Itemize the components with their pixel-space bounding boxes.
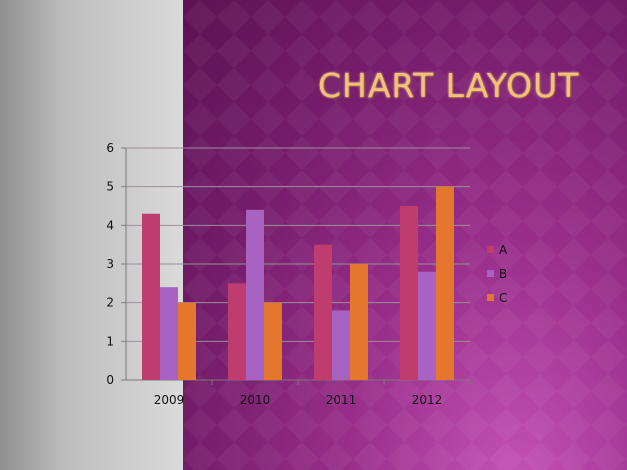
bar-C-2012 (436, 186, 454, 380)
bar-A-2012 (400, 206, 418, 380)
bar-B-2009 (160, 287, 178, 380)
bar-C-2011 (350, 264, 368, 380)
bar-B-2012 (418, 271, 436, 380)
y-tick-label: 5 (106, 180, 114, 194)
legend: ABC (487, 243, 508, 305)
slide-title: CHART LAYOUT (318, 66, 580, 105)
bars (142, 186, 454, 380)
bar-C-2010 (264, 302, 282, 380)
y-tick-label: 2 (106, 296, 114, 310)
y-tick-label: 3 (106, 257, 114, 271)
y-tick-label: 4 (106, 218, 114, 232)
x-tick-label: 2012 (412, 393, 443, 407)
legend-label-B: B (499, 267, 507, 281)
bar-A-2010 (228, 283, 246, 380)
legend-swatch-B (487, 270, 494, 277)
legend-label-A: A (499, 243, 508, 257)
x-tick-label: 2010 (240, 393, 271, 407)
bar-A-2011 (314, 244, 332, 380)
x-tick-label: 2009 (154, 393, 185, 407)
bar-B-2010 (246, 209, 264, 380)
tick-labels: 0 1 2 3 4 5 6 2009 2010 2011 2012 (106, 141, 442, 407)
legend-swatch-C (487, 294, 494, 301)
y-tick-label: 1 (106, 334, 114, 348)
legend-swatch-A (487, 246, 494, 253)
bar-B-2011 (332, 310, 350, 380)
y-tick-label: 6 (106, 141, 114, 155)
x-tick-label: 2011 (326, 393, 357, 407)
bar-A-2009 (142, 213, 160, 380)
legend-label-C: C (499, 291, 507, 305)
bar-C-2009 (178, 302, 196, 380)
y-tick-label: 0 (106, 373, 114, 387)
